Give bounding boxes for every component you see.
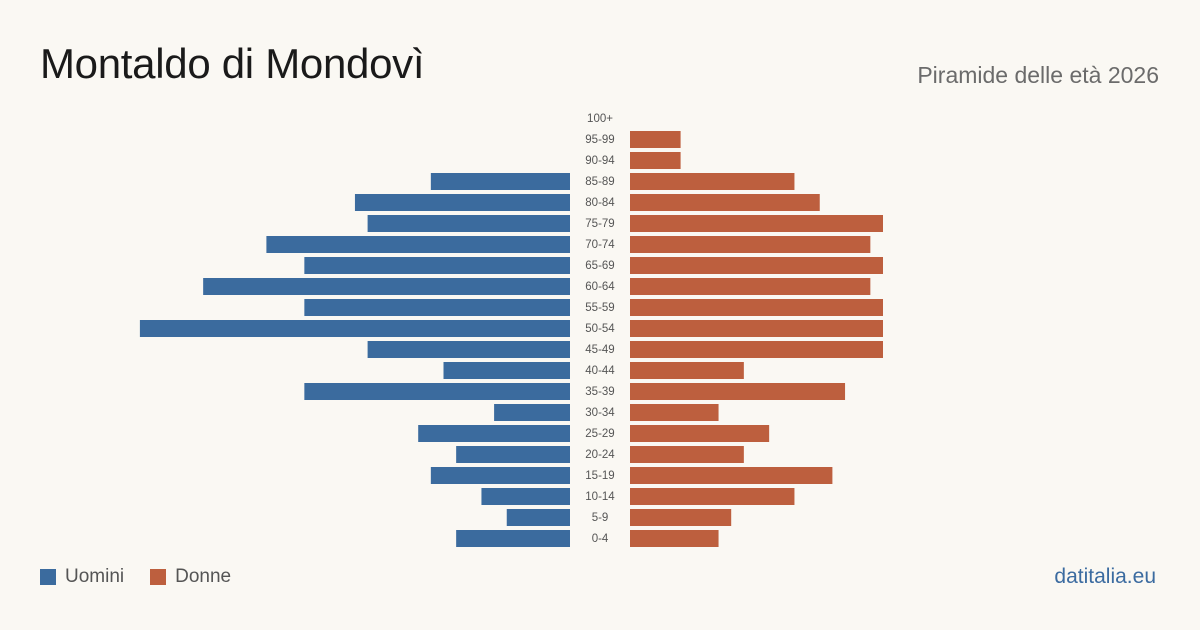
age-label-70-74: 70-74 [585, 239, 615, 251]
bar-women-75-79 [630, 215, 883, 232]
bar-men-10-14 [481, 488, 570, 505]
bar-men-80-84 [354, 194, 570, 211]
legend-swatch-women [150, 569, 167, 585]
legend: Uomini Donne [40, 566, 257, 588]
bar-men-25-29 [418, 425, 570, 442]
bar-women-20-24 [630, 446, 744, 463]
age-label-5-9: 5-9 [592, 512, 609, 524]
bar-men-65-69 [304, 257, 570, 274]
age-label-40-44: 40-44 [585, 365, 615, 377]
legend-label-women: Donne [175, 566, 232, 587]
age-label-0-4: 0-4 [592, 533, 609, 545]
bar-women-0-4 [630, 530, 719, 547]
age-label-95-99: 95-99 [585, 134, 614, 146]
bar-men-50-54 [139, 320, 570, 337]
bar-women-35-39 [630, 383, 846, 400]
bar-women-60-64 [630, 278, 871, 295]
bar-women-45-49 [630, 341, 883, 358]
legend-swatch-men [40, 569, 56, 585]
bar-men-20-24 [456, 446, 570, 463]
bar-men-0-4 [456, 530, 570, 547]
bar-women-10-14 [630, 488, 795, 505]
age-label-15-19: 15-19 [585, 470, 614, 482]
legend-item-women: Donne [150, 566, 231, 588]
age-label-55-59: 55-59 [585, 302, 614, 314]
bar-women-55-59 [630, 299, 883, 316]
bar-women-90-94 [630, 152, 681, 169]
bar-men-15-19 [430, 467, 570, 484]
bar-women-85-89 [630, 173, 795, 190]
bar-men-30-34 [494, 404, 570, 421]
bar-women-5-9 [630, 509, 732, 526]
bar-women-40-44 [630, 362, 744, 379]
bar-men-75-79 [367, 215, 570, 232]
bar-men-5-9 [506, 509, 570, 526]
age-label-25-29: 25-29 [585, 428, 614, 440]
bar-men-35-39 [304, 383, 570, 400]
bar-women-70-74 [630, 236, 871, 253]
legend-label-men: Uomini [65, 566, 125, 587]
bar-men-85-89 [430, 173, 570, 190]
legend-item-men: Uomini [40, 566, 124, 588]
age-label-35-39: 35-39 [585, 386, 614, 398]
bar-women-95-99 [630, 131, 681, 148]
chart-title: Montaldo di Mondovì [40, 40, 425, 87]
age-label-75-79: 75-79 [585, 218, 614, 230]
age-label-65-69: 65-69 [585, 260, 614, 272]
age-label-10-14: 10-14 [585, 491, 615, 503]
bar-women-80-84 [630, 194, 820, 211]
age-label-80-84: 80-84 [585, 197, 615, 209]
age-label-50-54: 50-54 [585, 323, 615, 335]
bar-women-65-69 [630, 257, 883, 274]
age-label-20-24: 20-24 [585, 449, 615, 461]
bar-women-30-34 [630, 404, 719, 421]
age-label-90-94: 90-94 [585, 155, 615, 167]
bar-women-50-54 [630, 320, 883, 337]
brand-link[interactable]: datitalia.eu [1054, 565, 1156, 588]
bar-men-55-59 [304, 299, 570, 316]
bar-men-40-44 [443, 362, 570, 379]
bar-men-45-49 [367, 341, 570, 358]
age-label-85-89: 85-89 [585, 176, 614, 188]
bar-men-60-64 [203, 278, 570, 295]
bar-men-70-74 [266, 236, 570, 253]
age-label-45-49: 45-49 [585, 344, 614, 356]
age-label-100+: 100+ [587, 113, 613, 125]
chart-subtitle: Piramide delle età 2026 [917, 62, 1159, 88]
age-label-30-34: 30-34 [585, 407, 615, 419]
bar-women-25-29 [630, 425, 770, 442]
age-label-60-64: 60-64 [585, 281, 615, 293]
bar-women-15-19 [630, 467, 833, 484]
